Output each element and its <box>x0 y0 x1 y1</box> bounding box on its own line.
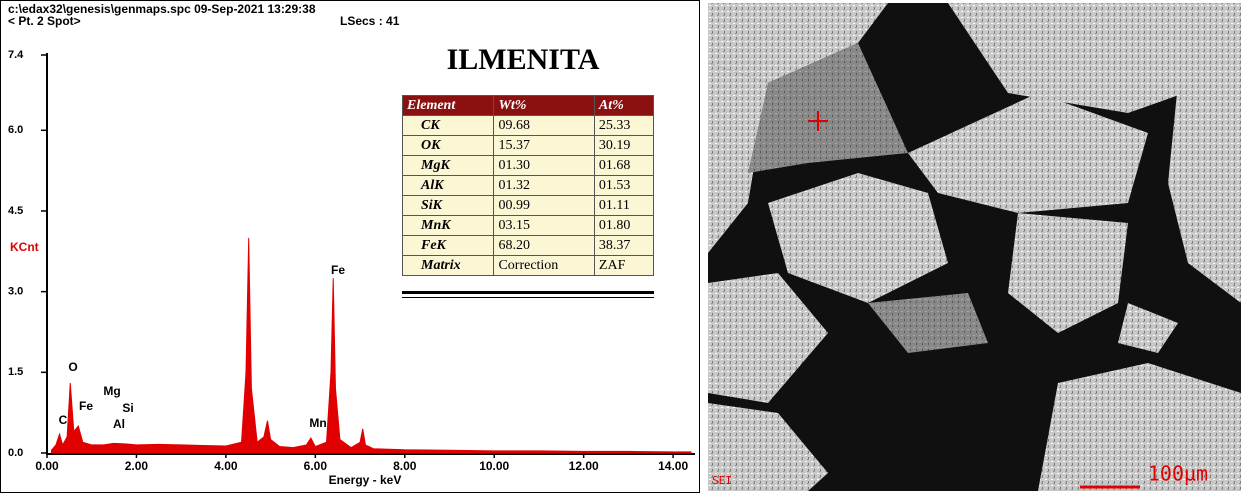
value-cell: 00.99 <box>493 195 595 216</box>
element-cell: OK <box>401 135 495 156</box>
y-tick-label: 1.5 <box>8 366 23 378</box>
value-cell: ZAF <box>593 255 655 276</box>
element-cell: CK <box>401 115 495 136</box>
value-cell: 01.68 <box>593 155 655 176</box>
sem-image: SEI 100µm <box>708 3 1241 491</box>
peak-label: Si <box>122 401 133 415</box>
peak-label: C <box>59 413 68 427</box>
y-tick-label: 7.4 <box>8 49 24 61</box>
element-cell: MgK <box>401 155 495 176</box>
peak-label: Fe <box>331 263 345 277</box>
table-row: MgK 01.30 01.68 <box>401 155 655 176</box>
y-tick-label: 3.0 <box>8 286 23 298</box>
element-cell: MnK <box>401 215 495 236</box>
table-row: CK 09.68 25.33 <box>401 115 655 136</box>
x-tick-label: 2.00 <box>125 459 149 473</box>
peak-label: Fe <box>79 399 93 413</box>
y-tick-label: 0.0 <box>8 447 23 459</box>
value-cell: 30.19 <box>593 135 655 156</box>
spectrum <box>50 237 692 454</box>
table-row: MnK 03.15 01.80 <box>401 215 655 236</box>
spectrum-panel: c:\edax32\genesis\genmaps.spc 09-Sep-202… <box>0 0 700 493</box>
x-tick-label: 6.00 <box>304 459 328 473</box>
spot-marker <box>808 111 828 131</box>
value-cell: 38.37 <box>593 235 655 256</box>
column-header: At% <box>593 95 655 116</box>
table-header: Element Wt% At% <box>401 95 655 116</box>
grains <box>708 3 1241 491</box>
composition-table: Element Wt% At% CK 09.68 25.33 OK 15.37 30.19 MgK… <box>401 95 655 276</box>
x-tick-label: 4.00 <box>214 459 238 473</box>
table-row: Matrix Correction ZAF <box>401 255 655 276</box>
value-cell: 03.15 <box>493 215 595 236</box>
table-row: AlK 01.32 01.53 <box>401 175 655 196</box>
y-axis-label: KCnt <box>10 240 39 254</box>
value-cell: 15.37 <box>493 135 595 156</box>
chart-title: ILMENITA <box>447 43 600 76</box>
x-tick-label: 12.00 <box>569 459 599 473</box>
x-axis-label: Energy - keV <box>329 473 402 487</box>
value-cell: 01.32 <box>493 175 595 196</box>
detector-label: SEI <box>712 474 732 487</box>
x-tick-label: 14.00 <box>658 459 688 473</box>
x-tick-label: 10.00 <box>479 459 509 473</box>
value-cell: Correction <box>493 255 595 276</box>
value-cell: 01.30 <box>493 155 595 176</box>
table-row: FeK 68.20 38.37 <box>401 235 655 256</box>
value-cell: 25.33 <box>593 115 655 136</box>
column-header: Wt% <box>493 95 595 116</box>
y-tick-label: 4.5 <box>8 205 23 217</box>
x-tick-label: 0.00 <box>35 459 59 473</box>
point-info: < Pt. 2 Spot> <box>8 14 81 28</box>
element-cell: AlK <box>401 175 495 196</box>
table-row: SiK 00.99 01.11 <box>401 195 655 216</box>
peak-label: Mg <box>103 384 120 398</box>
element-cell: Matrix <box>401 255 495 276</box>
lsecs: LSecs : 41 <box>340 14 400 28</box>
column-header: Element <box>401 95 495 116</box>
file-info: c:\edax32\genesis\genmaps.spc 09-Sep-202… <box>8 2 316 16</box>
table-row: OK 15.37 30.19 <box>401 135 655 156</box>
value-cell: 09.68 <box>493 115 595 136</box>
value-cell: 01.80 <box>593 215 655 236</box>
table-rule <box>402 291 654 298</box>
sem-svg: SEI 100µm <box>708 3 1241 491</box>
element-cell: SiK <box>401 195 495 216</box>
x-tick-label: 8.00 <box>393 459 417 473</box>
peak-label: Al <box>113 417 125 431</box>
scale-bar-label: 100µm <box>1148 462 1208 486</box>
value-cell: 01.11 <box>593 195 655 216</box>
value-cell: 01.53 <box>593 175 655 196</box>
y-tick-label: 6.0 <box>8 124 23 136</box>
peak-label: Mn <box>309 416 326 430</box>
peak-label: O <box>68 360 77 374</box>
element-cell: FeK <box>401 235 495 256</box>
value-cell: 68.20 <box>493 235 595 256</box>
